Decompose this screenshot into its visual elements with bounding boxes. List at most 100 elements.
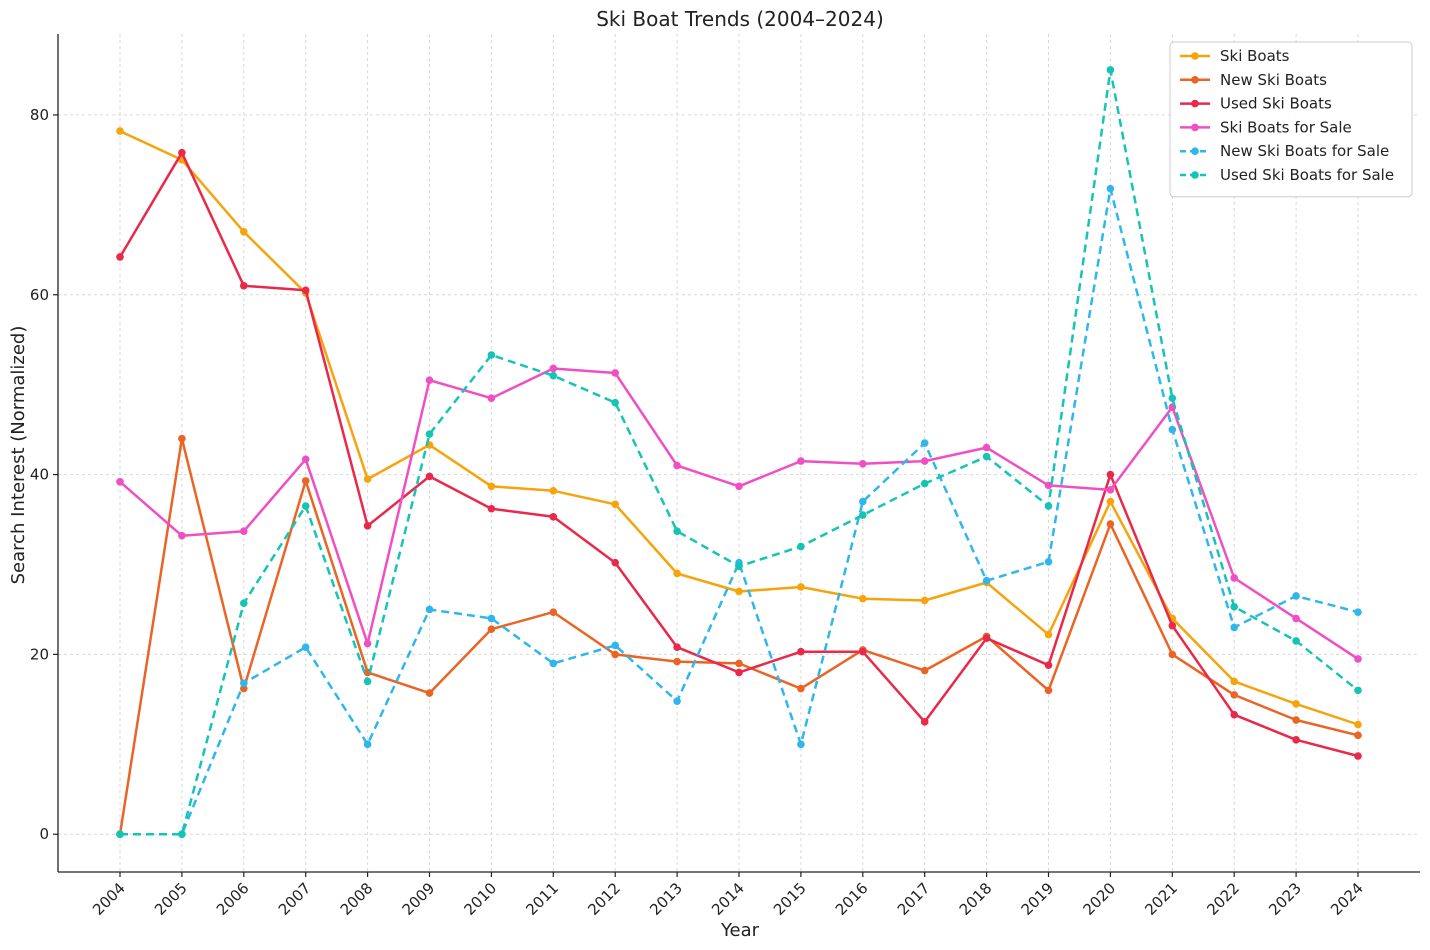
point-used-ski-boats-2009 xyxy=(425,472,434,481)
legend-item-new-ski-boats: New Ski Boats xyxy=(1180,71,1327,89)
point-new-ski-boats-2005 xyxy=(178,434,186,443)
point-ski-boats-2020 xyxy=(1106,497,1115,506)
point-new-ski-boats-for-sale-2017 xyxy=(920,439,929,447)
point-used-ski-boats-2024 xyxy=(1354,752,1362,760)
point-used-ski-boats-2011 xyxy=(549,513,558,521)
legend-label-used-ski-boats: Used Ski Boats xyxy=(1220,95,1332,113)
point-new-ski-boats-2011 xyxy=(549,608,558,616)
point-ski-boats-for-sale-2017 xyxy=(920,457,929,465)
point-new-ski-boats-2012 xyxy=(611,650,619,659)
point-new-ski-boats-for-sale-2007 xyxy=(301,643,310,652)
point-ski-boats-for-sale-2023 xyxy=(1292,614,1300,623)
point-used-ski-boats-for-sale-2018 xyxy=(982,452,991,461)
point-used-ski-boats-2012 xyxy=(611,558,619,567)
point-new-ski-boats-2013 xyxy=(673,657,681,666)
point-used-ski-boats-for-sale-2020 xyxy=(1106,66,1115,74)
legend-box xyxy=(1169,41,1413,198)
point-ski-boats-for-sale-2016 xyxy=(859,459,867,468)
legend-label-new-ski-boats-for-sale: New Ski Boats for Sale xyxy=(1220,142,1389,160)
point-new-ski-boats-for-sale-2008 xyxy=(363,740,372,749)
point-used-ski-boats-2010 xyxy=(487,504,496,513)
y-tick-label-20: 20 xyxy=(30,645,49,663)
point-used-ski-boats-for-sale-2004 xyxy=(116,830,124,839)
point-ski-boats-for-sale-2009 xyxy=(425,376,434,384)
point-ski-boats-2010 xyxy=(487,482,496,491)
point-new-ski-boats-for-sale-2023 xyxy=(1292,592,1300,600)
point-used-ski-boats-for-sale-2021 xyxy=(1168,394,1177,402)
point-used-ski-boats-2007 xyxy=(301,286,310,295)
point-new-ski-boats-2023 xyxy=(1292,716,1300,724)
y-tick-label-0: 0 xyxy=(39,825,49,843)
point-used-ski-boats-for-sale-2022 xyxy=(1230,602,1238,611)
y-tick-label-40: 40 xyxy=(30,466,49,484)
point-used-ski-boats-for-sale-2014 xyxy=(735,562,743,571)
point-used-ski-boats-2021 xyxy=(1168,621,1177,630)
point-used-ski-boats-for-sale-2024 xyxy=(1354,686,1362,695)
x-axis-title: Year xyxy=(720,920,760,941)
point-new-ski-boats-2009 xyxy=(425,689,434,697)
legend-label-used-ski-boats-for-sale: Used Ski Boats for Sale xyxy=(1220,166,1394,184)
point-used-ski-boats-for-sale-2019 xyxy=(1044,502,1053,510)
point-new-ski-boats-for-sale-2018 xyxy=(982,576,991,585)
legend-swatch-marker-used-ski-boats xyxy=(1191,99,1199,108)
point-ski-boats-for-sale-2006 xyxy=(240,527,248,536)
legend-item-used-ski-boats-for-sale: Used Ski Boats for Sale xyxy=(1180,166,1394,184)
series-used-ski-boats xyxy=(116,148,1362,760)
point-ski-boats-2015 xyxy=(797,583,805,591)
point-used-ski-boats-2023 xyxy=(1292,736,1300,744)
point-new-ski-boats-for-sale-2016 xyxy=(859,497,867,506)
legend-label-ski-boats-for-sale: Ski Boats for Sale xyxy=(1220,118,1352,136)
y-axis-title: Search Interest (Normalized) xyxy=(8,326,29,585)
point-ski-boats-2006 xyxy=(240,228,248,236)
point-used-ski-boats-for-sale-2009 xyxy=(425,430,434,438)
legend-label-new-ski-boats: New Ski Boats xyxy=(1220,71,1327,89)
point-new-ski-boats-for-sale-2020 xyxy=(1106,184,1115,193)
point-ski-boats-2008 xyxy=(363,475,372,483)
point-ski-boats-2017 xyxy=(920,596,929,605)
point-ski-boats-for-sale-2013 xyxy=(673,461,681,470)
point-used-ski-boats-2019 xyxy=(1044,661,1053,669)
point-ski-boats-for-sale-2010 xyxy=(487,394,496,402)
point-used-ski-boats-for-sale-2012 xyxy=(611,398,619,407)
point-ski-boats-2024 xyxy=(1354,720,1362,729)
point-ski-boats-for-sale-2020 xyxy=(1106,486,1115,494)
point-used-ski-boats-2004 xyxy=(116,253,124,261)
point-new-ski-boats-2019 xyxy=(1044,686,1053,695)
legend-swatch-marker-used-ski-boats-for-sale xyxy=(1191,171,1199,179)
series-ski-boats-for-sale xyxy=(116,364,1362,663)
point-ski-boats-for-sale-2014 xyxy=(735,482,743,491)
point-new-ski-boats-2017 xyxy=(920,666,929,675)
legend-label-ski-boats: Ski Boats xyxy=(1220,47,1290,65)
point-new-ski-boats-for-sale-2024 xyxy=(1354,608,1362,616)
point-ski-boats-for-sale-2018 xyxy=(982,443,991,452)
point-new-ski-boats-2015 xyxy=(797,684,805,693)
point-used-ski-boats-2013 xyxy=(673,643,681,652)
point-new-ski-boats-for-sale-2021 xyxy=(1168,425,1177,434)
point-new-ski-boats-for-sale-2013 xyxy=(673,697,681,705)
series-used-ski-boats-for-sale xyxy=(116,66,1362,839)
point-used-ski-boats-2006 xyxy=(240,281,248,290)
legend-item-ski-boats-for-sale: Ski Boats for Sale xyxy=(1180,118,1352,136)
point-new-ski-boats-for-sale-2015 xyxy=(797,740,805,749)
point-ski-boats-2012 xyxy=(611,500,619,509)
y-tick-label-60: 60 xyxy=(30,286,49,304)
point-used-ski-boats-for-sale-2010 xyxy=(487,351,496,359)
legend-swatch-marker-ski-boats xyxy=(1191,52,1199,60)
legend: Ski Boats New Ski Boats Used Ski Boats Ski … xyxy=(1169,41,1413,198)
point-used-ski-boats-2020 xyxy=(1106,470,1115,479)
chart-title: Ski Boat Trends (2004–2024) xyxy=(596,7,884,31)
point-new-ski-boats-for-sale-2012 xyxy=(611,641,619,650)
point-new-ski-boats-2024 xyxy=(1354,731,1362,740)
point-ski-boats-for-sale-2015 xyxy=(797,457,805,465)
point-used-ski-boats-for-sale-2008 xyxy=(363,677,372,686)
point-used-ski-boats-2008 xyxy=(363,522,372,530)
point-used-ski-boats-2017 xyxy=(920,718,929,726)
point-used-ski-boats-for-sale-2013 xyxy=(673,527,681,536)
point-new-ski-boats-for-sale-2011 xyxy=(549,659,558,668)
point-ski-boats-for-sale-2005 xyxy=(178,531,186,540)
point-ski-boats-2011 xyxy=(549,486,558,495)
point-new-ski-boats-2007 xyxy=(301,477,310,485)
point-used-ski-boats-2016 xyxy=(859,647,867,656)
point-new-ski-boats-for-sale-2010 xyxy=(487,614,496,623)
